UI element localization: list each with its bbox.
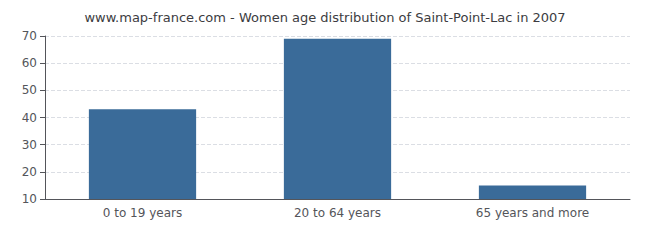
svg-text:20: 20 (22, 165, 37, 179)
svg-text:60: 60 (22, 56, 37, 70)
svg-text:30: 30 (22, 138, 37, 152)
svg-text:10: 10 (22, 192, 37, 206)
svg-text:40: 40 (22, 111, 37, 125)
svg-text:65 years and more: 65 years and more (476, 206, 589, 220)
svg-text:20 to 64 years: 20 to 64 years (294, 206, 381, 220)
svg-text:70: 70 (22, 29, 37, 43)
svg-text:50: 50 (22, 83, 37, 97)
svg-text:www.map-france.com - Women age: www.map-france.com - Women age distribut… (84, 10, 565, 25)
svg-text:0 to 19 years: 0 to 19 years (103, 206, 182, 220)
